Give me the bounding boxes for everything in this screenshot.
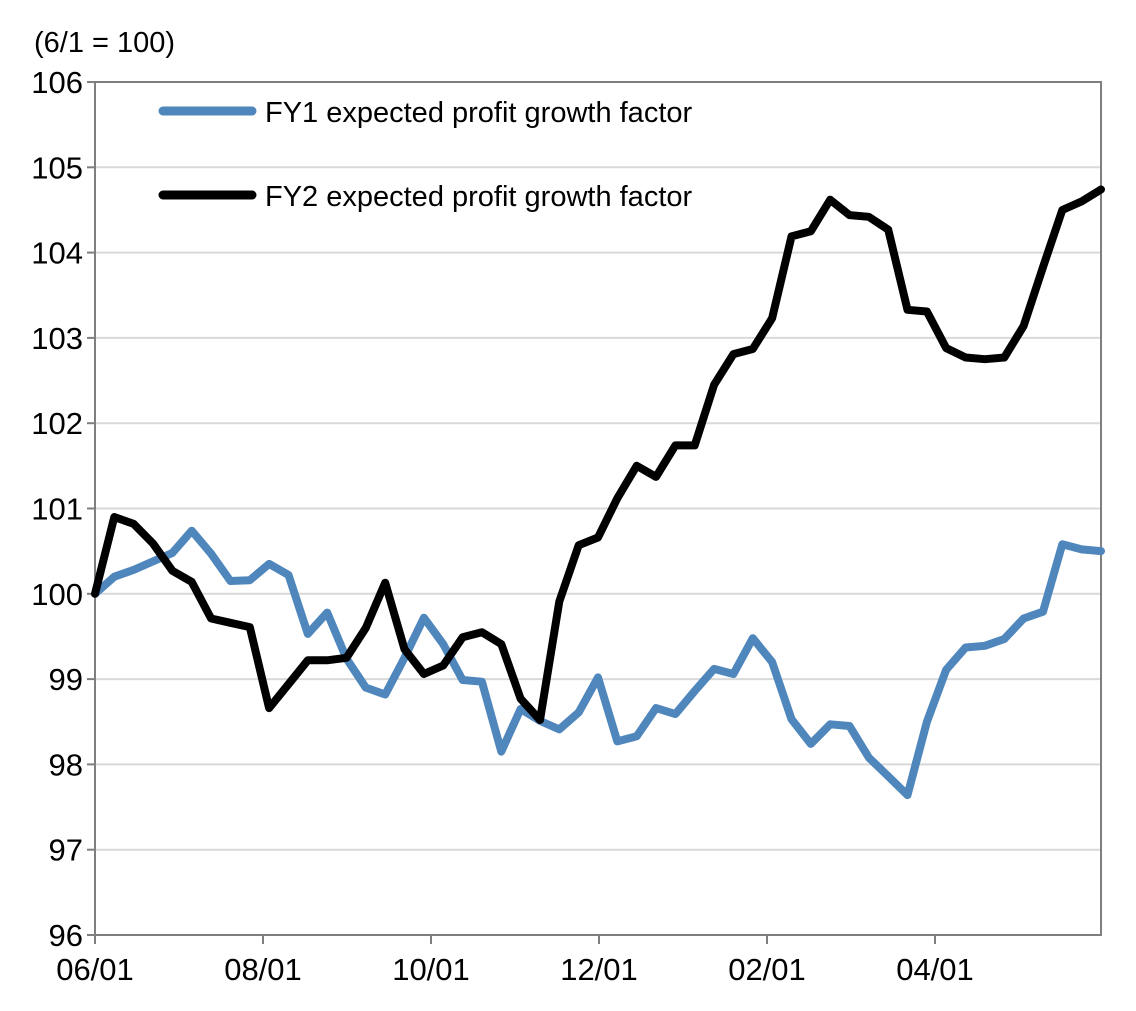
- y-tick-label: 96: [49, 918, 83, 953]
- legend-label-fy2: FY2 expected profit growth factor: [265, 181, 692, 213]
- y-tick-label: 101: [31, 492, 83, 527]
- x-axis-ticks: 06/01 08/01 10/01 12/01 02/01 04/01: [56, 935, 974, 987]
- series-line-fy2: [91, 185, 1105, 724]
- y-axis-ticks: 96 97 98 99 100 101 102 103 104 105 106: [31, 65, 95, 953]
- plot-area-frame: [94, 81, 1102, 936]
- legend-label-fy1: FY1 expected profit growth factor: [265, 97, 692, 129]
- y-tick-label: 99: [49, 662, 83, 697]
- series-lines: [91, 185, 1105, 800]
- y-tick-label: 100: [31, 577, 83, 612]
- x-tick-label: 12/01: [560, 952, 638, 987]
- series-line-fy1: [91, 526, 1105, 800]
- x-tick-label: 04/01: [896, 952, 974, 987]
- y-tick-label: 103: [31, 321, 83, 356]
- y-tick-label: 104: [31, 236, 83, 271]
- x-tick-label: 10/01: [392, 952, 470, 987]
- y-tick-label: 98: [49, 747, 83, 782]
- x-tick-label: 02/01: [728, 952, 806, 987]
- grid-lines: [95, 166, 1101, 851]
- legend: FY1 expected profit growth factor FY2 ex…: [158, 97, 692, 213]
- y-axis-unit-label: (6/1 = 100): [34, 27, 175, 59]
- y-tick-label: 102: [31, 406, 83, 441]
- x-tick-label: 06/01: [56, 952, 134, 987]
- y-tick-label: 106: [31, 65, 83, 100]
- y-tick-label: 97: [49, 833, 83, 868]
- y-tick-label: 105: [31, 150, 83, 185]
- x-tick-label: 08/01: [224, 952, 302, 987]
